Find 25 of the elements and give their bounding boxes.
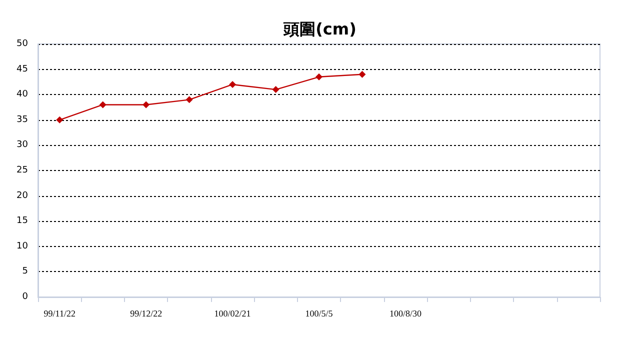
point [272,86,280,94]
y-tick-label: 15 [16,216,28,226]
point [186,96,193,104]
y-tick-label: 40 [16,90,28,100]
y-tick-label: 30 [16,140,28,150]
x-tick-label: 100/8/30 [389,308,422,318]
y-tick-label: 0 [22,292,28,302]
x-tick-label: 100/5/5 [305,308,334,318]
y-tick-label: 25 [16,166,28,176]
y-tick-label: 20 [16,190,28,201]
y-tick-label: 5 [22,266,28,277]
point [358,70,366,78]
point [229,80,236,88]
chart-title: 頭圍(cm) [282,20,356,38]
x-tick-label: 99/11/22 [44,308,76,318]
y-tick-label: 35 [16,114,28,125]
point [99,101,106,108]
y-tick-label: 45 [16,64,28,74]
point [142,101,150,108]
point [56,116,64,124]
point [316,73,322,80]
y-tick-label: 50 [16,39,28,49]
y-tick-label: 10 [16,241,28,252]
x-tick-label: 99/12/22 [130,308,162,318]
x-tick-label: 100/02/21 [214,308,251,318]
